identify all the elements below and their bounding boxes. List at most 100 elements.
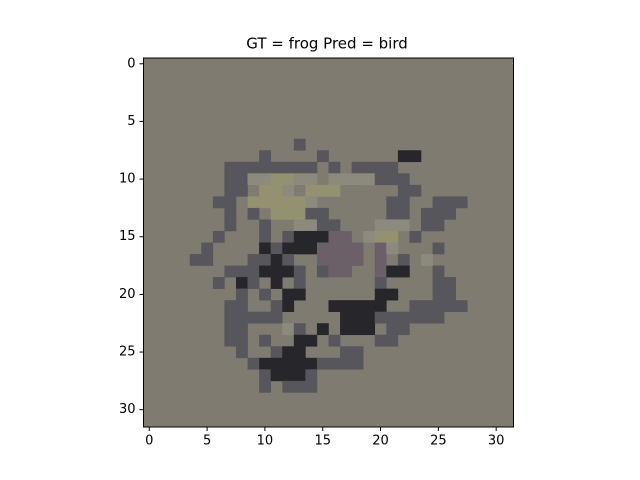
pixel bbox=[282, 173, 295, 186]
pixel bbox=[421, 219, 433, 232]
pixel bbox=[224, 207, 237, 220]
pixel bbox=[386, 311, 399, 324]
pixel bbox=[305, 242, 318, 255]
pixel bbox=[259, 161, 271, 174]
pixel bbox=[316, 265, 329, 278]
pixel bbox=[236, 161, 248, 174]
pixel bbox=[340, 230, 352, 243]
chart-title: GT = frog Pred = bird bbox=[246, 35, 408, 53]
pixel bbox=[224, 323, 237, 336]
pixel bbox=[328, 254, 341, 266]
pixel bbox=[270, 277, 283, 289]
pixel bbox=[212, 196, 225, 209]
pixel bbox=[293, 357, 306, 370]
pixel bbox=[305, 196, 318, 209]
pixel bbox=[282, 196, 295, 209]
pixel bbox=[386, 242, 399, 255]
pixel bbox=[316, 254, 329, 266]
pixel bbox=[224, 334, 237, 347]
pixel bbox=[397, 196, 410, 209]
pixel bbox=[247, 277, 260, 289]
pixel bbox=[305, 369, 318, 382]
pixel bbox=[189, 254, 202, 266]
pixel bbox=[409, 150, 422, 163]
pixel bbox=[259, 173, 271, 186]
pixel bbox=[374, 230, 387, 243]
pixel bbox=[201, 242, 214, 255]
pixel bbox=[386, 334, 399, 347]
pixel bbox=[374, 254, 387, 266]
pixel bbox=[316, 323, 329, 336]
pixel bbox=[397, 207, 410, 220]
pixel bbox=[444, 207, 456, 220]
pixel bbox=[363, 173, 376, 186]
pixel bbox=[247, 173, 260, 186]
pixel bbox=[340, 265, 352, 278]
pixel bbox=[351, 161, 364, 174]
pixel bbox=[282, 230, 295, 243]
pixel bbox=[374, 219, 387, 232]
pixel bbox=[340, 346, 352, 359]
pixel bbox=[409, 184, 422, 197]
pixel bbox=[316, 242, 329, 255]
pixel bbox=[432, 277, 445, 289]
y-tick-label: 25 bbox=[119, 345, 136, 360]
pixel bbox=[386, 161, 399, 174]
pixel bbox=[270, 300, 283, 312]
pixel bbox=[340, 242, 352, 255]
y-tick-label: 20 bbox=[119, 287, 136, 302]
pixel bbox=[270, 346, 283, 359]
pixel bbox=[224, 265, 237, 278]
pixel bbox=[259, 311, 271, 324]
pixel bbox=[316, 150, 329, 163]
pixel bbox=[316, 357, 329, 370]
pixel bbox=[340, 357, 352, 370]
pixel bbox=[236, 184, 248, 197]
pixel bbox=[259, 380, 271, 393]
pixel bbox=[270, 184, 283, 197]
pixel bbox=[305, 207, 318, 220]
pixel bbox=[397, 323, 410, 336]
pixel bbox=[236, 277, 248, 289]
y-tick-label: 5 bbox=[127, 114, 135, 129]
pixel bbox=[282, 357, 295, 370]
pixel bbox=[259, 265, 271, 278]
pixel bbox=[212, 277, 225, 289]
pixel bbox=[444, 300, 456, 312]
y-tick-label: 30 bbox=[119, 402, 136, 417]
pixel bbox=[397, 254, 410, 266]
pixel bbox=[247, 265, 260, 278]
pixel bbox=[236, 323, 248, 336]
pixel bbox=[259, 288, 271, 301]
x-tick-label: 0 bbox=[145, 434, 153, 449]
pixel bbox=[282, 380, 295, 393]
pixel bbox=[351, 346, 364, 359]
pixel bbox=[259, 230, 271, 243]
pixel bbox=[247, 207, 260, 220]
pixel bbox=[386, 219, 399, 232]
pixel bbox=[224, 173, 237, 186]
pixel bbox=[386, 288, 399, 301]
pixel bbox=[386, 207, 399, 220]
pixel bbox=[270, 173, 283, 186]
pixel bbox=[270, 196, 283, 209]
pixel bbox=[328, 161, 341, 174]
pixel bbox=[328, 242, 341, 255]
pixel bbox=[259, 334, 271, 347]
pixel bbox=[455, 196, 468, 209]
pixel bbox=[432, 196, 445, 209]
pixel bbox=[247, 196, 260, 209]
x-tick-label: 30 bbox=[488, 434, 505, 449]
pixel bbox=[363, 323, 376, 336]
pixel bbox=[293, 288, 306, 301]
pixel bbox=[374, 288, 387, 301]
pixel bbox=[293, 380, 306, 393]
pixel bbox=[305, 161, 318, 174]
pixel bbox=[282, 369, 295, 382]
pixel bbox=[201, 254, 214, 266]
pixel bbox=[293, 323, 306, 336]
pixel bbox=[236, 265, 248, 278]
pixel bbox=[282, 207, 295, 220]
pixel bbox=[432, 300, 445, 312]
pixel bbox=[236, 300, 248, 312]
